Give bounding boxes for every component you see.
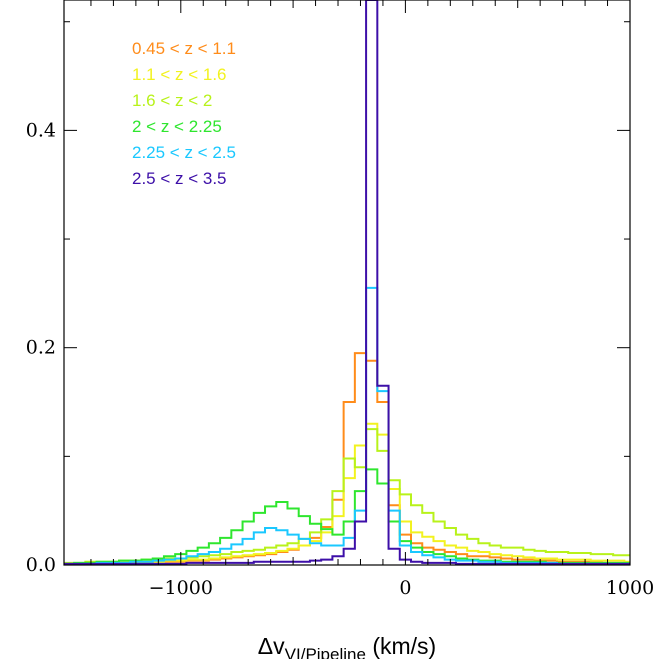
series-line-4 — [64, 468, 630, 565]
series-line-5 — [64, 286, 630, 565]
legend-entry-3: 1.6 < z < 2 — [132, 91, 212, 110]
series-line-6 — [64, 0, 630, 565]
x-axis-title: ΔvVI/Pipeline (km/s) — [258, 633, 436, 659]
legend-entry-1: 0.45 < z < 1.1 — [132, 39, 236, 58]
legend-entry-6: 2.5 < z < 3.5 — [132, 169, 227, 188]
y-tick-label: 0.0 — [26, 554, 56, 576]
x-axis-title-subscript: VI/Pipeline — [285, 645, 366, 659]
y-tick-label: 0.2 — [26, 337, 56, 359]
y-tick-label: 0.4 — [26, 119, 56, 141]
plot-border — [63, 0, 631, 566]
x-tick-label: 0 — [399, 577, 411, 599]
x-tick-label: 1000 — [606, 577, 654, 599]
series-line-2 — [64, 422, 630, 565]
series-layer — [64, 0, 630, 565]
x-axis-title-unit: (km/s) — [366, 633, 436, 659]
legend-entry-5: 2.25 < z < 2.5 — [132, 143, 236, 162]
axis-ticks: −1000 0 1000 0.0 0.2 0.4 — [26, 0, 654, 599]
legend: 0.45 < z < 1.1 1.1 < z < 1.6 1.6 < z < 2 2 … — [132, 39, 236, 188]
legend-entry-4: 2 < z < 2.25 — [132, 117, 222, 136]
x-tick-label: −1000 — [149, 577, 213, 599]
legend-entry-2: 1.1 < z < 1.6 — [132, 65, 227, 84]
x-axis-title-main: Δv — [258, 633, 285, 659]
plot-frame — [63, 0, 631, 566]
series-line-3 — [64, 428, 630, 564]
